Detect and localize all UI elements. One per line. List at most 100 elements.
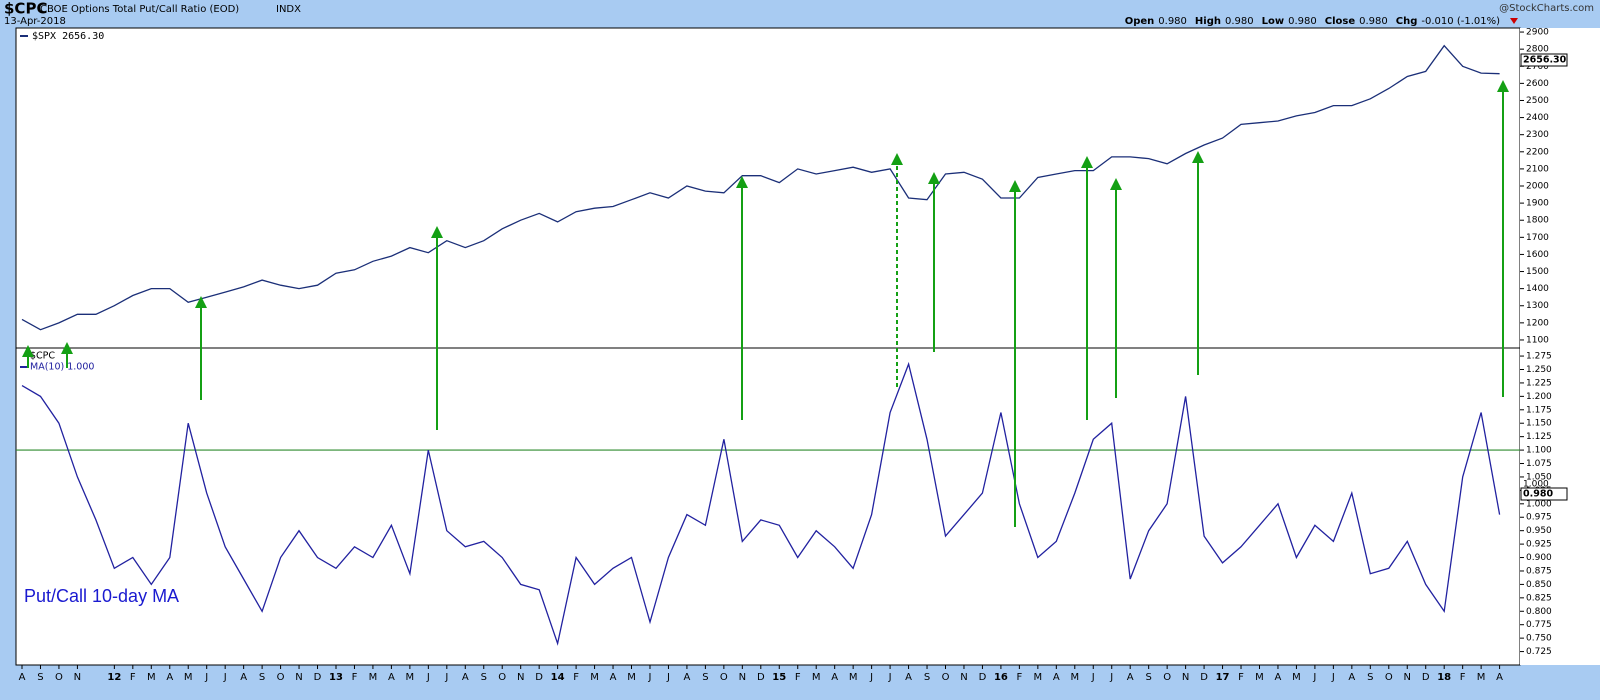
y-tick-label: 0.975: [1526, 513, 1552, 523]
x-tick-label: J: [444, 672, 448, 683]
x-tick-label: M: [1292, 672, 1301, 683]
x-tick-label: M: [1477, 672, 1486, 683]
arrow: [736, 176, 748, 420]
x-tick-label: D: [535, 672, 543, 683]
x-tick-label: N: [517, 672, 524, 683]
x-tick-label: O: [1163, 672, 1171, 683]
arrow-head: [1192, 151, 1204, 163]
title: CBOE Options Total Put/Call Ratio (EOD): [40, 4, 239, 15]
y-tick-label: 1900: [1526, 199, 1549, 209]
x-tick-label: S: [1145, 672, 1151, 683]
x-tick-label: S: [1367, 672, 1373, 683]
x-tick-label: N: [295, 672, 302, 683]
y-tick-label: 1.275: [1526, 352, 1552, 362]
y-tick-label: 2000: [1526, 182, 1549, 192]
y-tick-label: 0.875: [1526, 566, 1552, 576]
x-tick-label: D: [757, 672, 765, 683]
x-tick-label: 15: [772, 672, 786, 683]
y-tick-label: 1.125: [1526, 432, 1552, 442]
arrow: [1192, 151, 1204, 375]
x-tick-label: M: [147, 672, 156, 683]
quote-label: Chg: [1396, 16, 1418, 27]
y-tick-label: 1.150: [1526, 419, 1552, 429]
x-tick-label: J: [426, 672, 430, 683]
y-tick-label: 2800: [1526, 45, 1549, 55]
quote-value: -0.010 (-1.01%): [1421, 16, 1500, 27]
arrow-head: [1081, 156, 1093, 168]
x-tick-label: M: [812, 672, 821, 683]
arrow-head: [928, 172, 940, 184]
x-tick-label: S: [37, 672, 43, 683]
date: 13-Apr-2018: [4, 16, 66, 27]
arrow-head: [891, 153, 903, 165]
y-tick-label: 0.800: [1526, 607, 1552, 617]
y-tick-label: 2100: [1526, 164, 1549, 174]
x-tick-label: 17: [1216, 672, 1230, 683]
x-tick-label: A: [1275, 672, 1282, 683]
x-tick-label: J: [223, 672, 227, 683]
annotation: Put/Call 10-day MA: [24, 586, 179, 606]
x-tick-label: J: [1091, 672, 1095, 683]
x-tick-label: 14: [551, 672, 565, 683]
x-tick-label: N: [960, 672, 967, 683]
y-tick-label: 1.075: [1526, 459, 1552, 469]
x-tick-label: M: [849, 672, 858, 683]
x-tick-label: M: [1034, 672, 1043, 683]
x-tick-label: D: [1200, 672, 1208, 683]
source: @StockCharts.com: [1499, 3, 1594, 14]
y-tick-label: 1.250: [1526, 365, 1552, 375]
arrow: [61, 342, 73, 368]
x-tick-label: S: [481, 672, 487, 683]
series-line: [21, 361, 1501, 646]
x-tick-label: A: [166, 672, 173, 683]
y-tick-label: 2700: [1526, 62, 1549, 72]
y-tick-label: 1300: [1526, 301, 1549, 311]
x-tick-label: F: [352, 672, 358, 683]
x-tick-label: D: [1422, 672, 1430, 683]
y-tick-label: 0.900: [1526, 553, 1552, 563]
y-tick-label: 1200: [1526, 318, 1549, 328]
legend-entry: $CPC: [30, 351, 55, 362]
quote-value: 0.980: [1225, 16, 1254, 27]
quote-label: Low: [1262, 16, 1284, 27]
change-marker: [1510, 18, 1518, 24]
x-tick-label: S: [702, 672, 708, 683]
quote-value: 0.980: [1288, 16, 1317, 27]
series-line: [21, 44, 1500, 331]
arrow: [22, 345, 34, 368]
x-tick-label: J: [1109, 672, 1113, 683]
x-tick-label: M: [627, 672, 636, 683]
x-tick-label: F: [130, 672, 136, 683]
quote-label: Close: [1325, 16, 1356, 27]
last-value-label: 0.980: [1523, 489, 1553, 500]
x-tick-label: S: [924, 672, 930, 683]
x-tick-label: O: [55, 672, 63, 683]
y-tick-label: 0.950: [1526, 526, 1552, 536]
y-tick-label: 1.100: [1526, 446, 1552, 456]
x-tick-label: M: [184, 672, 193, 683]
x-tick-label: N: [739, 672, 746, 683]
y-tick-label: 0.725: [1526, 647, 1552, 657]
x-tick-label: J: [1312, 672, 1316, 683]
x-tick-label: A: [1496, 672, 1503, 683]
x-tick-label: S: [259, 672, 265, 683]
arrow-head: [1110, 178, 1122, 190]
x-tick-label: A: [683, 672, 690, 683]
x-tick-label: O: [498, 672, 506, 683]
x-tick-label: F: [1460, 672, 1466, 683]
arrow-head: [1497, 80, 1509, 92]
arrow-head: [736, 176, 748, 188]
y-tick-label: 1.200: [1526, 392, 1552, 402]
last-value-label-box: [1520, 487, 1568, 501]
arrow: [195, 296, 207, 400]
x-tick-label: A: [462, 672, 469, 683]
x-tick-label: J: [648, 672, 652, 683]
x-tick-label: N: [74, 672, 81, 683]
x-tick-label: O: [277, 672, 285, 683]
x-tick-label: A: [1348, 672, 1355, 683]
x-tick-label: J: [1331, 672, 1335, 683]
legend-entry: MA(10) 1.000: [30, 362, 94, 373]
arrow-head: [195, 296, 207, 308]
arrow-head: [431, 226, 443, 238]
